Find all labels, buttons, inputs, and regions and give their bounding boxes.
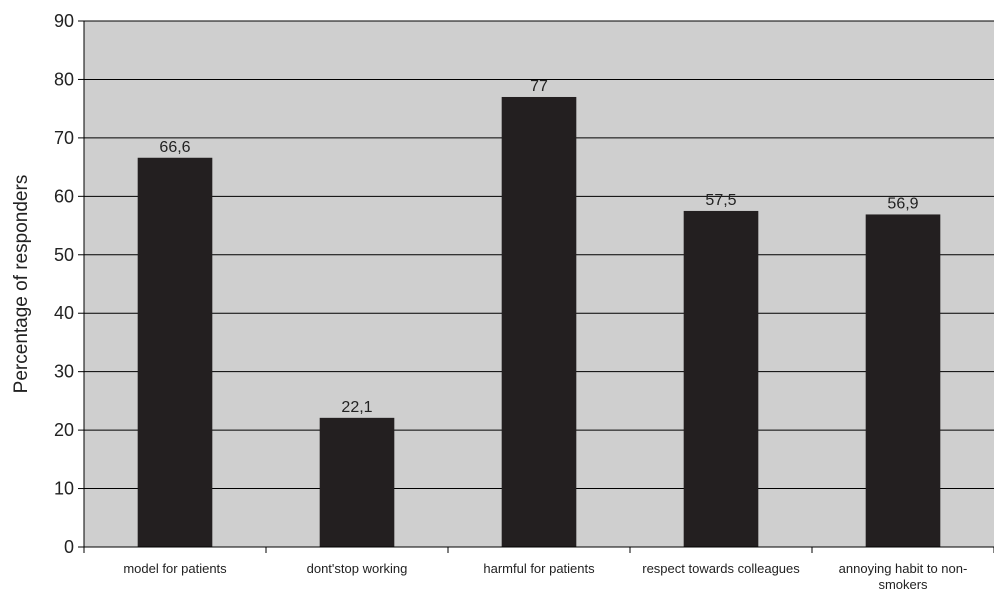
- data-label: 77: [530, 78, 548, 95]
- y-tick-label: 70: [54, 128, 74, 148]
- y-tick-label: 20: [54, 420, 74, 440]
- y-tick-label: 0: [64, 537, 74, 557]
- bar: [319, 417, 395, 547]
- axes: [83, 21, 994, 548]
- y-tick-label: 40: [54, 303, 74, 323]
- y-ticks: 0 10 20 30 40 50 60 70 80 90: [54, 11, 84, 557]
- y-tick-label: 30: [54, 362, 74, 382]
- bar: [683, 210, 759, 547]
- data-label: 56,9: [887, 195, 918, 212]
- bar: [501, 96, 577, 547]
- data-labels: 66,6 22,1 77 57,5 56,9: [159, 78, 918, 416]
- category-label: model for patients: [123, 561, 227, 576]
- category-label: respect towards colleagues: [642, 561, 800, 576]
- y-tick-label: 90: [54, 11, 74, 31]
- bar: [865, 214, 941, 547]
- data-label: 57,5: [705, 192, 736, 209]
- y-tick-label: 10: [54, 479, 74, 499]
- bars: [137, 96, 941, 547]
- y-axis-title: Percentage of responders: [11, 175, 32, 394]
- x-ticks: [83, 547, 994, 553]
- bar: [137, 157, 213, 547]
- data-label: 22,1: [341, 399, 372, 416]
- y-tick-label: 80: [54, 69, 74, 89]
- category-label: smokers: [878, 577, 928, 592]
- data-label: 66,6: [159, 139, 190, 156]
- category-label: annoying habit to non-: [839, 561, 968, 576]
- category-label: harmful for patients: [483, 561, 595, 576]
- y-tick-label: 60: [54, 186, 74, 206]
- category-labels: model for patients dont'stop working harmf…: [123, 561, 967, 592]
- category-label: dont'stop working: [307, 561, 408, 576]
- y-tick-label: 50: [54, 245, 74, 265]
